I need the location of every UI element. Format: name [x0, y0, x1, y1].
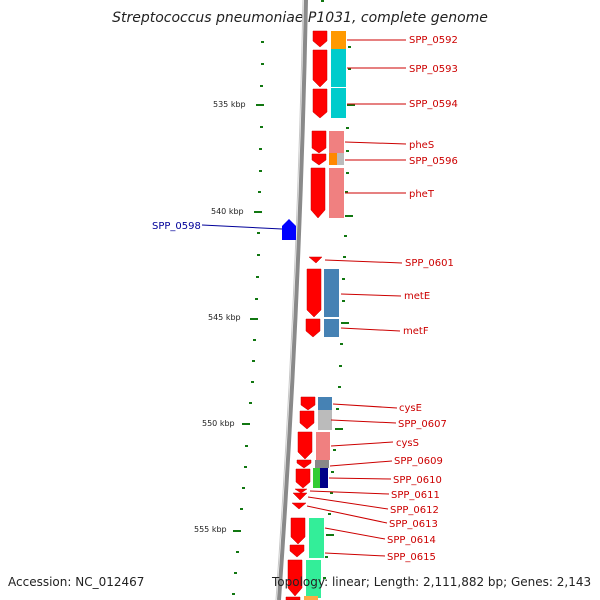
right-tick-column: [321, 0, 355, 579]
gene-label-spp0609[interactable]: SPP_0609: [394, 456, 443, 467]
gene-arrows: [285, 30, 328, 600]
category-boxes: [304, 31, 346, 600]
map-title: Streptococcus pneumoniae P1031, complete…: [112, 10, 488, 26]
gene-label-spp0594[interactable]: SPP_0594: [409, 99, 458, 110]
kbp-label-555: 555 kbp: [194, 525, 227, 534]
gene-label-spp0610[interactable]: SPP_0610: [393, 475, 442, 486]
kbp-label-550: 550 kbp: [202, 419, 235, 428]
gene-label-spp0615[interactable]: SPP_0615: [387, 552, 436, 563]
gene-labels: SPP_0592 SPP_0593 SPP_0594 pheS SPP_0596…: [152, 35, 458, 563]
gene-label-spp0593[interactable]: SPP_0593: [409, 64, 458, 75]
gene-label-spp0607[interactable]: SPP_0607: [398, 419, 447, 430]
gene-label-spp0601[interactable]: SPP_0601: [405, 258, 454, 269]
genome-backbone: [277, 0, 308, 600]
gene-label-phet[interactable]: pheT: [409, 189, 435, 200]
kbp-label-535: 535 kbp: [213, 100, 246, 109]
gene-label-metf[interactable]: metF: [403, 326, 429, 337]
gene-label-cyss[interactable]: cysS: [396, 438, 419, 449]
gene-label-spp0592[interactable]: SPP_0592: [409, 35, 458, 46]
accession-text: Accession: NC_012467: [8, 575, 145, 589]
topology-text: Topology: linear; Length: 2,111,882 bp; …: [272, 575, 592, 589]
gene-label-phes[interactable]: pheS: [409, 140, 434, 151]
gene-label-spp0612[interactable]: SPP_0612: [390, 505, 439, 516]
gene-label-spp0613[interactable]: SPP_0613: [389, 519, 438, 530]
reverse-gene-arrow: [282, 219, 296, 240]
left-tick-column: [232, 41, 264, 595]
kbp-label-540: 540 kbp: [211, 207, 244, 216]
label-connector-reverse: [201, 224, 283, 230]
gene-label-spp0596[interactable]: SPP_0596: [409, 156, 458, 167]
gene-label-spp0598[interactable]: SPP_0598: [152, 221, 201, 232]
gene-label-cyse[interactable]: cysE: [399, 403, 422, 414]
kbp-label-545: 545 kbp: [208, 313, 241, 322]
label-connectors: [306, 39, 407, 557]
gene-label-spp0611[interactable]: SPP_0611: [391, 490, 440, 501]
gene-label-spp0614[interactable]: SPP_0614: [387, 535, 436, 546]
gene-label-mete[interactable]: metE: [404, 291, 430, 302]
